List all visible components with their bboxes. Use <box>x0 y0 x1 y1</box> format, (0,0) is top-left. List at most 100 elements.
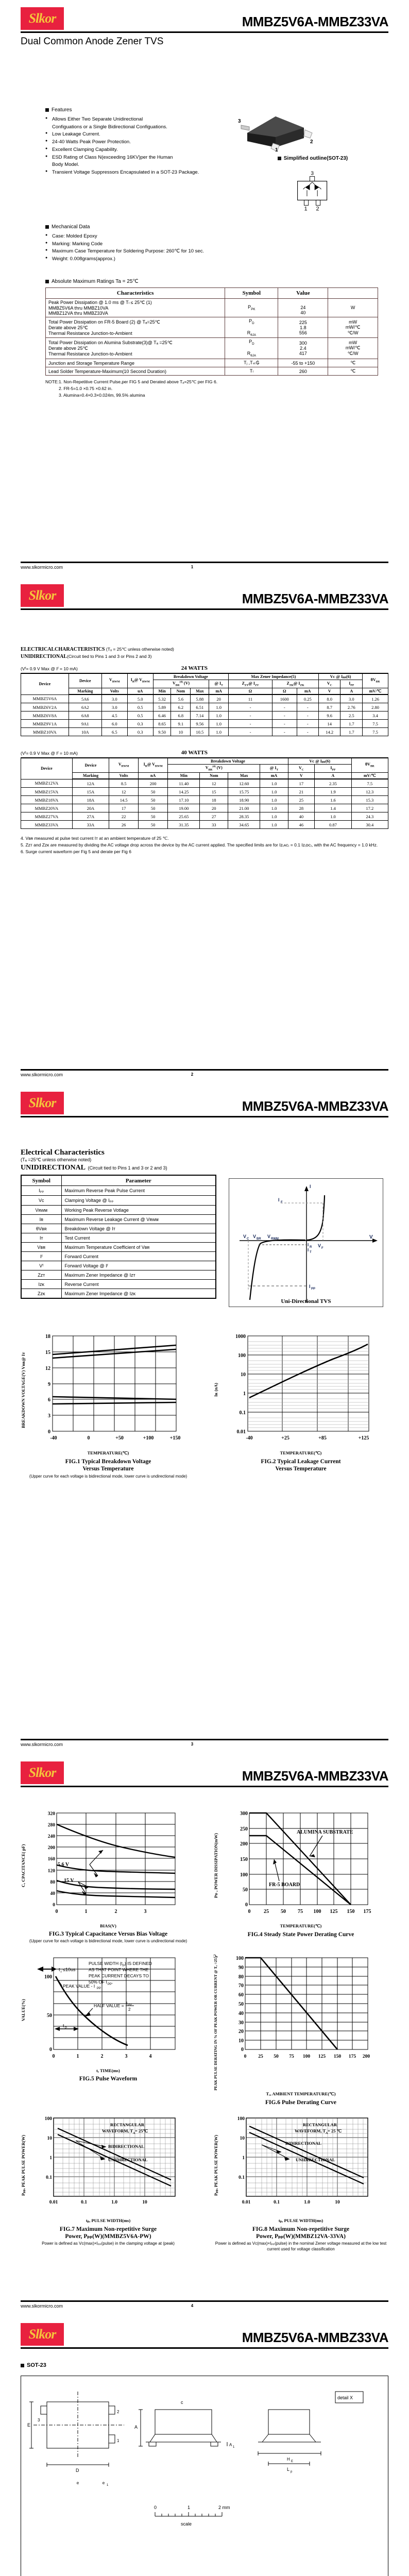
sub-col-min: Min <box>152 687 172 696</box>
tvs-schematic-icon: 3 1 2 <box>297 171 328 212</box>
svg-text:PP: PP <box>311 1287 315 1291</box>
table-header-row: Characteristics Symbol Value <box>45 287 378 299</box>
cell-value: 1.4 <box>314 804 352 813</box>
fig4-ylabel: Pᴅ , POWER DISSIPATION(mW) <box>213 1833 218 1898</box>
svg-text:70: 70 <box>238 1983 244 1989</box>
cell-symbol: PPK <box>225 298 279 317</box>
logo-text: Slkor <box>28 1095 57 1110</box>
page-title: MMBZ5V6A-MMBZ33VA <box>242 591 389 606</box>
svg-text:3: 3 <box>311 171 314 177</box>
svg-text:1.0: 1.0 <box>111 2200 117 2205</box>
svg-text:P: P <box>65 2027 67 2030</box>
scale-tick-1: 1 <box>188 2505 190 2510</box>
fig1-ylabel: BREAKDOWN VOLTAGE(V) Vʙʀ@ Iᴛ <box>21 1352 26 1428</box>
cell-value: 15.3 <box>351 795 389 805</box>
svg-text:BIDIRECTIONAL: BIDIRECTIONAL <box>108 2144 144 2149</box>
table-row: Iᴛ Test Current <box>21 1233 216 1243</box>
svg-text:0: 0 <box>48 1429 50 1435</box>
svg-text:P: P <box>123 1964 125 1968</box>
svg-text:25: 25 <box>264 1909 269 1914</box>
svg-text:300: 300 <box>240 1811 248 1817</box>
cell-value: 3.0 <box>340 694 363 704</box>
svg-text:1: 1 <box>77 2054 79 2059</box>
svg-text:V: V <box>253 1234 256 1239</box>
col-theta-vbr: θVBR <box>362 672 388 688</box>
square-bullet-icon <box>45 225 49 229</box>
svg-text:1: 1 <box>242 2156 245 2161</box>
col-ir-at-vrwm: IR@ VRWM <box>138 757 168 773</box>
cell-value: 7.14 <box>190 711 210 720</box>
svg-text:2: 2 <box>117 2410 120 2414</box>
svg-text:A: A <box>326 2132 328 2135</box>
cell-value: 3.0 <box>101 703 128 712</box>
cell-value: - <box>228 711 273 720</box>
svg-text:50: 50 <box>238 2002 244 2007</box>
svg-text:0: 0 <box>53 1903 55 1908</box>
svg-text:0.01: 0.01 <box>237 1429 246 1435</box>
table-24-body: MMBZ5V6A 5A6 3.0 5.0 5.32 5.6 5.88 20 11 1600 0.25… <box>21 694 388 737</box>
svg-text:PULSE WIDTH (t: PULSE WIDTH (t <box>89 1961 123 1966</box>
cell-device: MMBZ10VA <box>21 727 69 737</box>
fig3-container: C, CPACITANCE( pF) <box>21 1809 196 1944</box>
cell-value: - <box>228 719 273 728</box>
mechanical-item: Weight: 0.008grams(approx.) <box>45 256 388 263</box>
page-2: Slkor MMBZ5V6A-MMBZ33VA ELECTRICALCHARAC… <box>0 577 409 1084</box>
cell-value: 1.0 <box>260 778 288 788</box>
col-vrwm: VRWM <box>101 672 128 688</box>
svg-text:2: 2 <box>101 2054 104 2059</box>
table-row: Iʀ Maximum Reverse Leakage Current @ Vʀᴡᴍ <box>21 1214 216 1224</box>
slkor-logo: Slkor <box>21 2323 64 2346</box>
cell-value: 50 <box>138 795 168 805</box>
cell-characteristic: Peak Power Dissipation @ 1.0 ms @ Tₗ ≤ 2… <box>45 298 226 317</box>
cell-value: 6.8 <box>171 711 191 720</box>
mechanical-heading: Mechanical Data <box>45 224 388 230</box>
table-row: Vʀᴡᴍ Working Peak Reverse Votlage <box>21 1205 216 1215</box>
ec3-title: Electrical Characteristics <box>21 1148 105 1157</box>
table-row: Iᴢᴋ Reverse Current <box>21 1279 216 1289</box>
page-3: Slkor MMBZ5V6A-MMBZ33VA Electrical Chara… <box>0 1084 409 1754</box>
page-footer: www.slkormicro.com 3 <box>21 1739 388 1747</box>
table-row: MMBZ6V2A 6A2 3.0 0.5 5.89 6.2 6.51 1.0- - -8.7 2.7… <box>21 703 388 712</box>
cell-value: 11 <box>228 694 273 704</box>
svg-text:I: I <box>310 1184 311 1189</box>
cell-value: 10A <box>68 727 102 737</box>
sub-col-ma: mA <box>260 772 288 780</box>
square-bullet-icon <box>277 156 281 160</box>
cell-value: 1.0 <box>209 703 229 712</box>
cell-value: 17 <box>109 804 139 813</box>
col-device: Device <box>21 672 69 695</box>
fig3-subcaption: (Upper curve for each voltage is bidirec… <box>29 1939 188 1944</box>
vf-note-40w: (Vᶠ= 0.9 V Max @ Iᶠ = 10 mA) <box>21 751 78 756</box>
cell-symbol: Tₗ <box>225 367 279 376</box>
square-bullet-icon <box>21 2363 24 2367</box>
fig8-chart: RECTANGULAR WAVEFORM, T A = 25 ℃ BIDIRECTI… <box>237 2116 368 2205</box>
cell-value: 50 <box>138 812 168 821</box>
cell-value: 0.3 <box>127 727 154 737</box>
feature-item: Transient Voltage Suppressors Encapsulat… <box>45 169 237 177</box>
svg-text:100: 100 <box>303 2054 311 2059</box>
sub-col-mvc: mV/℃ <box>362 687 388 696</box>
fig8-subcaption: Power is defined as Vᴄ(max)×Iₚₚ(pulse) i… <box>215 2241 387 2251</box>
cell-parameter: Breakdown Voltage @ Iᴛ <box>61 1224 216 1233</box>
footer-website: www.slkormicro.com <box>21 565 63 570</box>
fig6-container: PEAK PULSE DERATING IN % OF PEAK POWER O… <box>213 1954 388 2107</box>
fig4-title: FIG.4 Steady State Power Derating Curve <box>247 1931 354 1938</box>
svg-text:80: 80 <box>238 1974 244 1980</box>
svg-text:p: p <box>291 2470 293 2473</box>
cell-value: 5.88 <box>190 694 210 704</box>
square-bullet-icon <box>45 108 49 112</box>
svg-text:150: 150 <box>347 1909 355 1914</box>
cell-value: 6.46 <box>152 711 172 720</box>
group-breakdown-voltage: Breakdown Voltage <box>152 673 229 681</box>
svg-text:t: t <box>63 2023 64 2028</box>
page-header: Slkor MMBZ5V6A-MMBZ33VA <box>21 1084 389 1114</box>
svg-text:60: 60 <box>238 1992 244 1998</box>
fig7-title: FIG.7 Maximum Non-repetitive Surge Power… <box>59 2226 157 2240</box>
cell-value: 2.5 <box>340 711 363 720</box>
cell-unit: mW mW/℃ ℃/W <box>328 337 378 360</box>
feature-item: Allows Either Two Separate Unidirectiona… <box>45 116 237 124</box>
cell-device: MMBZ6V8A <box>21 711 69 720</box>
cell-value: 1.0 <box>260 812 288 821</box>
cell-value: 8.7 <box>318 703 341 712</box>
